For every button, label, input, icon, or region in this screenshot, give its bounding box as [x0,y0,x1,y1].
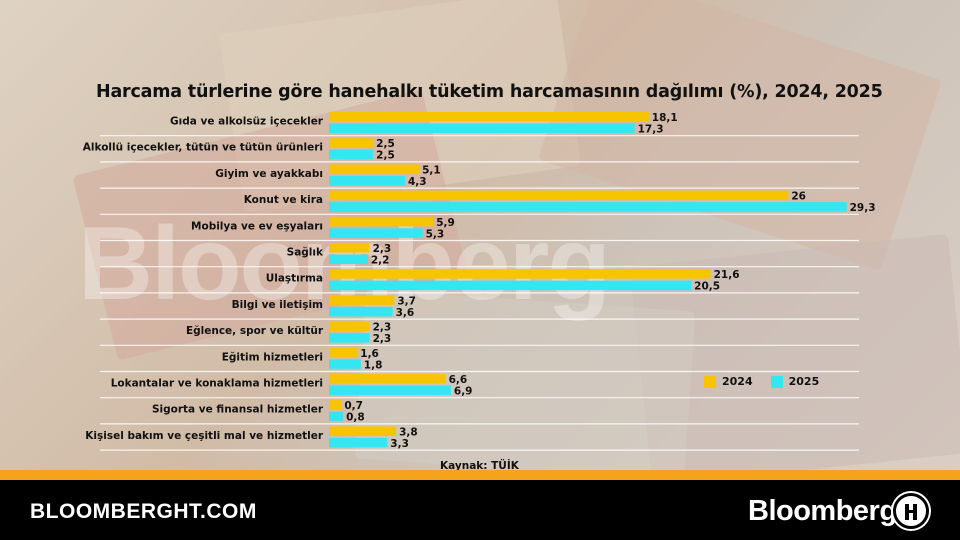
category-label: Lokantalar ve konaklama hizmetleri [111,378,323,390]
bar-2025 [329,228,423,238]
bar-2025 [329,359,361,369]
bar-2024 [329,295,395,305]
data-label-2024: 1,6 [360,348,379,360]
data-label-2024: 26 [791,191,806,203]
bar-2025 [329,254,368,264]
data-label-2025: 6,9 [454,386,473,398]
source-note: Kaynak: TÜİK [440,460,519,472]
bar-2024 [329,321,370,332]
bar-2024 [329,164,420,174]
footer-site-link[interactable]: BLOOMBERGHT.COM [30,500,257,523]
data-label-2024: 21,6 [714,269,740,281]
legend-swatch-2024 [704,375,716,388]
data-label-2024: 5,9 [436,217,455,229]
data-label-2024: 2,3 [373,243,392,255]
data-label-2024: 6,6 [449,374,468,386]
data-label-2025: 5,3 [426,228,445,240]
data-label-2024: 2,5 [376,138,395,150]
category-label: Sağlık [287,247,324,259]
data-label-2025: 3,6 [396,307,415,319]
bar-2024 [329,347,358,358]
category-label: Ulaştırma [266,273,323,285]
data-label-2024: 5,1 [422,164,441,176]
category-label: Kişisel bakım ve çeşitli mal ve hizmetle… [85,430,324,442]
category-label: Sigorta ve finansal hizmetler [152,404,324,416]
legend-label-2024: 2024 [722,375,753,388]
footer-bar [0,480,960,540]
data-label-2024: 3,7 [397,295,416,307]
footer-brand-logo: Bloomberg [748,495,897,527]
chart-title: Harcama türlerine göre hanehalkı tüketim… [96,82,883,102]
bar-2025 [329,202,847,212]
data-label-2025: 2,5 [376,150,395,162]
bar-2025 [329,437,388,448]
bar-2024 [329,138,374,148]
bar-chart: Gıda ve alkolsüz içecekler 18,117,3 Alkoll… [83,112,876,451]
bar-2025 [329,280,692,291]
bar-2024 [329,190,789,201]
category-label: Giyim ve ayakkabı [215,168,323,180]
data-label-2025: 1,8 [364,359,383,371]
bar-2024 [329,269,711,279]
bar-2025 [329,175,405,186]
category-label: Eğlence, spor ve kültür [186,325,324,337]
data-label-2025: 29,3 [850,202,876,214]
data-label-2024: 0,7 [344,400,363,412]
category-label: Mobilya ve ev eşyaları [191,220,323,232]
data-label-2024: 18,1 [652,112,678,124]
data-label-2025: 0,8 [346,412,365,424]
data-label-2025: 20,5 [694,281,720,293]
category-label: Bilgi ve iletişim [232,299,323,311]
bar-2025 [329,149,374,160]
legend-item-2025: 2025 [770,375,820,388]
category-label: Gıda ve alkolsüz içecekler [170,116,324,128]
data-label-2025: 3,3 [390,438,409,450]
category-label: Alkollü içecekler, tütün ve tütün ürünle… [83,142,323,154]
data-label-2025: 17,3 [638,124,664,136]
legend-swatch-2025 [770,375,783,388]
bar-2025 [329,385,451,395]
bar-2024 [329,426,397,436]
bar-2025 [329,411,344,422]
category-label: Eğitim hizmetleri [222,351,323,363]
bar-2025 [329,306,393,317]
bar-2024 [329,400,342,410]
footer-accent-band [0,470,960,480]
bar-2025 [329,333,370,343]
bar-2025 [329,123,635,133]
bar-2024 [329,374,446,384]
bar-2024 [329,243,370,253]
category-label: Konut ve kira [244,194,323,206]
bar-2024 [329,216,434,227]
bloomberght-badge-icon [893,493,929,529]
background-image: Bloomberg [0,0,960,470]
legend-item-2024: 2024 [704,375,753,388]
chart-legend: 2024 2025 [704,375,819,388]
data-label-2025: 2,3 [373,333,392,345]
bar-2024 [329,112,649,122]
legend-label-2025: 2025 [788,375,820,388]
data-label-2025: 2,2 [371,255,390,267]
data-label-2024: 2,3 [373,322,392,334]
data-label-2024: 3,8 [399,426,418,438]
data-label-2025: 4,3 [408,176,427,188]
background-veil [0,0,960,470]
